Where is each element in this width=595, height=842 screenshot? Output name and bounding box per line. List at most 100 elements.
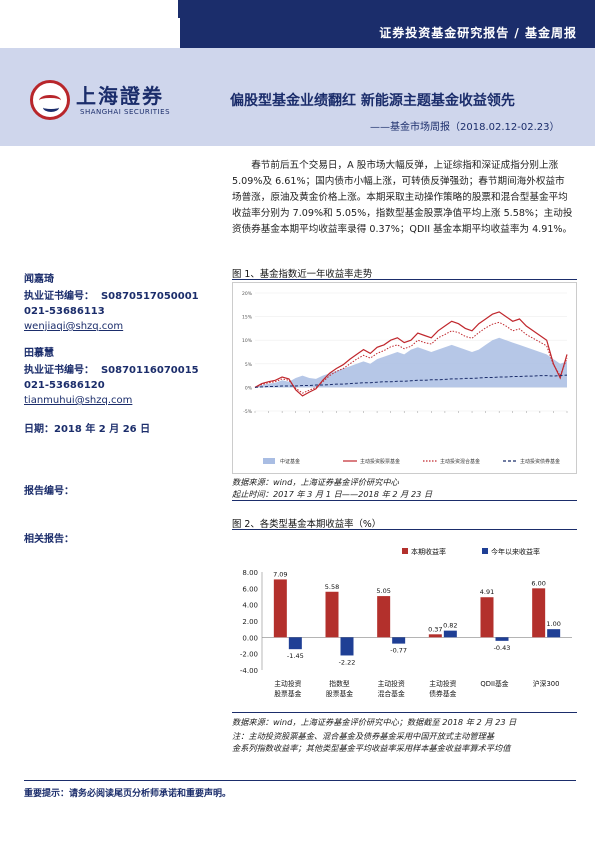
figure-1-chart: 20% 15% 10% 5% 0% -5% 中证基金 主动投资股票基金 主动投资混合基金 主动投资… (232, 282, 577, 474)
y-tick-label: -5% (243, 409, 252, 415)
author-name: 闻嘉琦 (24, 274, 54, 285)
figure-2-source: 数据来源：wind，上海证券基金评价研究中心；数据截至 2018 年 2 月 2… (232, 717, 517, 727)
data-label: 0.82 (443, 622, 457, 630)
author-phone: 021-53686120 (24, 380, 105, 391)
bar-ytd (392, 637, 406, 644)
author-name: 田慕慧 (24, 348, 54, 359)
bar-period (325, 591, 339, 638)
legend-label: 主动投资股票基金 (360, 458, 400, 465)
report-type-bar (180, 18, 595, 48)
data-label: 6.00 (531, 579, 545, 587)
figure-2-chart: 8.00 6.00 4.00 2.00 0.00 -2.00 -4.00 7.09 -1.45 主… (232, 532, 577, 710)
bar-period (273, 579, 287, 638)
top-band-white (0, 0, 178, 18)
bar-ytd (340, 637, 354, 656)
cert-label: 执业证书编号： (24, 365, 94, 376)
figure-1-period: 起止时间：2017 年 3 月 1 日——2018 年 2 月 23 日 (232, 489, 433, 499)
figure-2-title: 图 2、各类型基金本期收益率（%） (232, 519, 382, 530)
y-tick-label: 2.00 (242, 618, 258, 626)
y-tick-label: 15% (242, 315, 253, 321)
author-email-link[interactable]: tianmuhui@shzq.com (24, 395, 133, 406)
y-tick-label: 20% (242, 291, 253, 297)
data-label: -0.43 (494, 644, 511, 652)
hero-banner (0, 48, 595, 146)
y-tick-label: 0.00 (242, 634, 258, 642)
data-label: -2.22 (339, 658, 356, 666)
legend-label: 今年以来收益率 (491, 547, 540, 556)
logo-text-cn: 上海證券 (76, 84, 164, 108)
y-tick-label: 5% (245, 362, 253, 368)
category-label: 股票基金 (274, 689, 301, 698)
footer-disclaimer: 重要提示：请务必阅读尾页分析师承诺和重要声明。 (24, 789, 232, 799)
y-tick-label: 8.00 (242, 569, 258, 577)
report-type: 证券投资基金研究报告 / 基金周报 (379, 26, 577, 40)
figure-2-bottom-rule (232, 712, 577, 713)
author-sidebar: 闻嘉琦 执业证书编号： S0870517050001 021-53686113 … (24, 272, 214, 408)
legend-label: 本期收益率 (411, 547, 446, 556)
y-tick-label: -4.00 (240, 667, 258, 675)
bar-ytd (288, 637, 302, 650)
footer-rule (24, 780, 576, 781)
category-label: QDII基金 (480, 679, 508, 688)
bar-ytd (495, 637, 509, 641)
data-label: -1.45 (287, 652, 304, 660)
bar-chart: 8.00 6.00 4.00 2.00 0.00 -2.00 -4.00 7.09 -1.45 主… (240, 547, 572, 698)
category-label: 指数型 (329, 679, 350, 688)
category-label: 主动投资 (274, 679, 301, 688)
top-band-navy (178, 0, 595, 18)
data-label: 7.09 (273, 570, 287, 578)
bar-period (480, 597, 494, 638)
y-tick-label: -2.00 (240, 651, 258, 659)
line-chart: 20% 15% 10% 5% 0% -5% 中证基金 主动投资股票基金 主动投资混合基金 主动投资… (242, 291, 568, 465)
bar-period (428, 634, 442, 638)
author-phone: 021-53686113 (24, 306, 105, 317)
legend-swatch (482, 548, 488, 554)
y-tick-label: 10% (242, 338, 253, 344)
category-label: 混合基金 (378, 689, 405, 698)
series-area (255, 337, 567, 388)
figure-2-rule (232, 529, 577, 530)
bar-ytd (547, 629, 561, 638)
y-tick-label: 0% (245, 385, 253, 391)
category-label: 主动投资 (429, 679, 456, 688)
y-tick-label: 4.00 (242, 602, 258, 610)
cert-label: 执业证书编号： (24, 291, 94, 302)
series-line (254, 374, 568, 388)
category-label: 沪深300 (533, 679, 560, 688)
series-line (254, 311, 568, 397)
data-label: -0.77 (390, 647, 407, 655)
figure-1-bottom-rule (232, 500, 577, 501)
author-email-link[interactable]: wenjiaqi@shzq.com (24, 321, 124, 332)
author-1: 闻嘉琦 执业证书编号： S0870517050001 021-53686113 … (24, 272, 214, 334)
related-reports-label: 相关报告： (24, 534, 74, 545)
category-label: 股票基金 (326, 689, 353, 698)
logo-text-en: SHANGHAI SECURITIES (80, 108, 171, 116)
cert-number: S0870116070015 (100, 365, 199, 376)
logo-mark-icon (30, 80, 70, 120)
y-tick-label: 6.00 (242, 585, 258, 593)
report-subtitle: ——基金市场周报（2018.02.12-02.23） (370, 122, 560, 133)
figure-1-rule (232, 279, 577, 280)
data-label: 5.05 (376, 587, 390, 595)
bar-period (532, 588, 546, 638)
data-label: 5.58 (325, 583, 339, 591)
bar-ytd (443, 630, 457, 638)
bar-period (377, 596, 391, 638)
cert-number: S0870517050001 (100, 291, 199, 302)
author-cert: 执业证书编号： S0870116070015 (24, 363, 214, 378)
author-2: 田慕慧 执业证书编号： S0870116070015 021-53686120 … (24, 346, 214, 408)
data-label: 0.37 (428, 625, 442, 633)
summary-paragraph: 春节前后五个交易日，A 股市场大幅反弹，上证综指和深证成指分别上涨 5.09%及… (232, 160, 573, 235)
figure-1-title: 图 1、基金指数近一年收益率走势 (232, 269, 373, 280)
report-title: 偏股型基金业绩翻红 新能源主题基金收益领先 (230, 93, 515, 109)
legend-label: 主动投资债券基金 (520, 458, 560, 465)
figure-1-source: 数据来源：wind，上海证券基金评价研究中心 (232, 477, 399, 487)
figure-2-note-1: 注：主动投资股票基金、混合基金及债券基金采用中国开放式主动管理基 (232, 731, 495, 741)
report-number-label: 报告编号： (24, 486, 74, 497)
category-label: 债券基金 (429, 689, 456, 698)
author-cert: 执业证书编号： S0870517050001 (24, 289, 214, 304)
legend-label: 主动投资混合基金 (440, 458, 480, 465)
legend-swatch (402, 548, 408, 554)
data-label: 4.91 (480, 588, 494, 596)
logo: 上海證券 SHANGHAI SECURITIES (14, 72, 174, 130)
